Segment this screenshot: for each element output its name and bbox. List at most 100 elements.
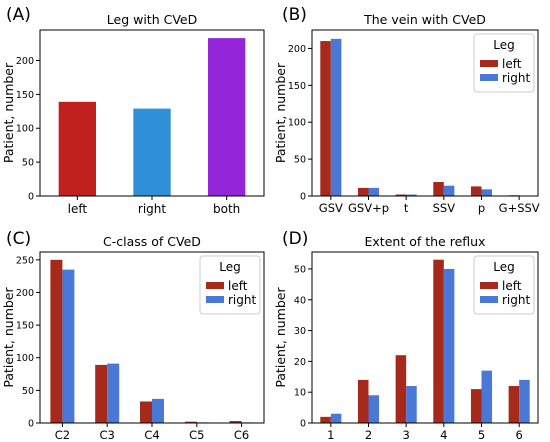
legend-entry-left: left — [502, 279, 522, 293]
bar-right-6 — [519, 379, 530, 423]
x-tick-label: GSV — [319, 201, 343, 215]
y-axis-label: Patient, number — [1, 62, 16, 163]
legend-entry-left: left — [502, 57, 522, 71]
chart-title: C-class of CVeD — [103, 234, 201, 249]
panel-b: (B) The vein with CVeD Patient, number 0 50 1… — [273, 5, 540, 215]
x-tick-label: C3 — [100, 428, 115, 442]
bar-left — [58, 101, 96, 196]
legend-swatch-left — [480, 60, 498, 67]
bar-both — [208, 38, 246, 196]
y-tick-label: 40 — [294, 295, 306, 306]
bar-right-GSV+p — [368, 187, 380, 196]
x-tick-label: C2 — [55, 428, 70, 442]
bar-left-C3 — [95, 364, 108, 423]
x-tick-label: SSV — [433, 201, 456, 215]
plot-frame — [39, 29, 265, 197]
legend-swatch-right — [206, 296, 224, 303]
legend-title: Leg — [493, 38, 514, 52]
bar-right-4 — [443, 268, 455, 423]
y-tick-label: 0 — [28, 192, 34, 203]
y-tick-label: 50 — [294, 155, 306, 166]
y-tick-label: 0 — [300, 419, 306, 430]
chart-title: Extent of the reflux — [365, 234, 486, 249]
x-tick-label: G+SSV — [499, 201, 540, 215]
bar-left-C2 — [50, 259, 63, 423]
panel-label: (D) — [282, 229, 308, 249]
x-tick-label: p — [478, 201, 485, 215]
bar-left-C5 — [184, 421, 197, 423]
x-tick-label: t — [404, 201, 409, 215]
plot-frame — [311, 251, 539, 424]
bar-right-GSV — [330, 38, 342, 196]
y-axis-label: Patient, number — [273, 287, 288, 388]
y-tick-label: 250 — [16, 255, 34, 266]
chart-title: Leg with CVeD — [107, 12, 197, 27]
x-tick-label: GSV+p — [348, 201, 389, 215]
y-tick-label: 50 — [22, 386, 34, 397]
plot-frame — [39, 251, 265, 424]
bar-right-SSV — [443, 185, 455, 196]
legend-title: Leg — [219, 260, 240, 274]
bar-left-t — [395, 194, 407, 196]
x-tick-label: C5 — [189, 428, 204, 442]
y-tick-label: 100 — [288, 118, 306, 129]
x-tick-label: 6 — [516, 428, 523, 442]
y-tick-label: 100 — [16, 124, 34, 135]
y-tick-label: 200 — [288, 44, 306, 55]
bar-left-3 — [395, 355, 407, 423]
bar-left-2 — [357, 379, 369, 423]
y-axis-label: Patient, number — [1, 287, 16, 388]
y-tick-label: 200 — [16, 56, 34, 67]
bar-right-C2 — [62, 269, 75, 423]
x-tick-label: 2 — [365, 428, 372, 442]
y-tick-label: 200 — [16, 288, 34, 299]
bar-left-C4 — [140, 401, 152, 423]
y-tick-label: 150 — [16, 321, 34, 332]
legend-entry-right: right — [502, 71, 530, 85]
legend-entry-right: right — [228, 293, 256, 307]
x-tick-label: 5 — [478, 428, 485, 442]
legend-swatch-left — [206, 282, 224, 289]
bar-left-4 — [433, 259, 444, 423]
panel-c: (C) C-class of CVeD Patient, number 0 50 100 1… — [1, 229, 265, 442]
panel-a: (A) Leg with CVeD Patient, number 0 50 100 150… — [1, 5, 265, 216]
y-tick-label: 50 — [294, 264, 306, 275]
y-tick-label: 10 — [294, 388, 306, 399]
panel-d: (D) Extent of the reflux Patient, number 0 1… — [273, 229, 539, 442]
bar-right-C4 — [152, 398, 164, 423]
bar-left-p — [470, 186, 482, 196]
bar-right-p — [481, 189, 493, 196]
legend-swatch-right — [480, 74, 498, 81]
bar-right-2 — [368, 395, 380, 423]
x-tick-label: 4 — [440, 428, 447, 442]
x-tick-label: right — [138, 202, 166, 216]
bar-right — [133, 108, 171, 196]
y-tick-label: 150 — [288, 81, 306, 92]
bar-right-1 — [330, 413, 342, 423]
bar-right-3 — [406, 386, 417, 423]
bar-left-1 — [320, 416, 331, 423]
bar-right-C3 — [107, 363, 120, 423]
bar-left-6 — [508, 386, 520, 423]
y-tick-label: 0 — [300, 192, 306, 203]
legend-title: Leg — [493, 260, 514, 274]
x-tick-label: 3 — [403, 428, 410, 442]
bar-left-SSV — [433, 181, 444, 196]
x-tick-label: C6 — [234, 428, 249, 442]
legend-entry-right: right — [502, 293, 530, 307]
panel-label: (C) — [6, 229, 31, 249]
legend-swatch-left — [480, 282, 498, 289]
x-tick-label: 1 — [327, 428, 334, 442]
legend-swatch-right — [480, 296, 498, 303]
y-tick-label: 0 — [28, 419, 34, 430]
y-tick-label: 150 — [16, 90, 34, 101]
bar-left-5 — [470, 389, 482, 423]
legend-entry-left: left — [228, 279, 248, 293]
plot-frame — [311, 29, 539, 197]
bar-right-5 — [481, 370, 493, 423]
y-tick-label: 30 — [294, 326, 306, 337]
